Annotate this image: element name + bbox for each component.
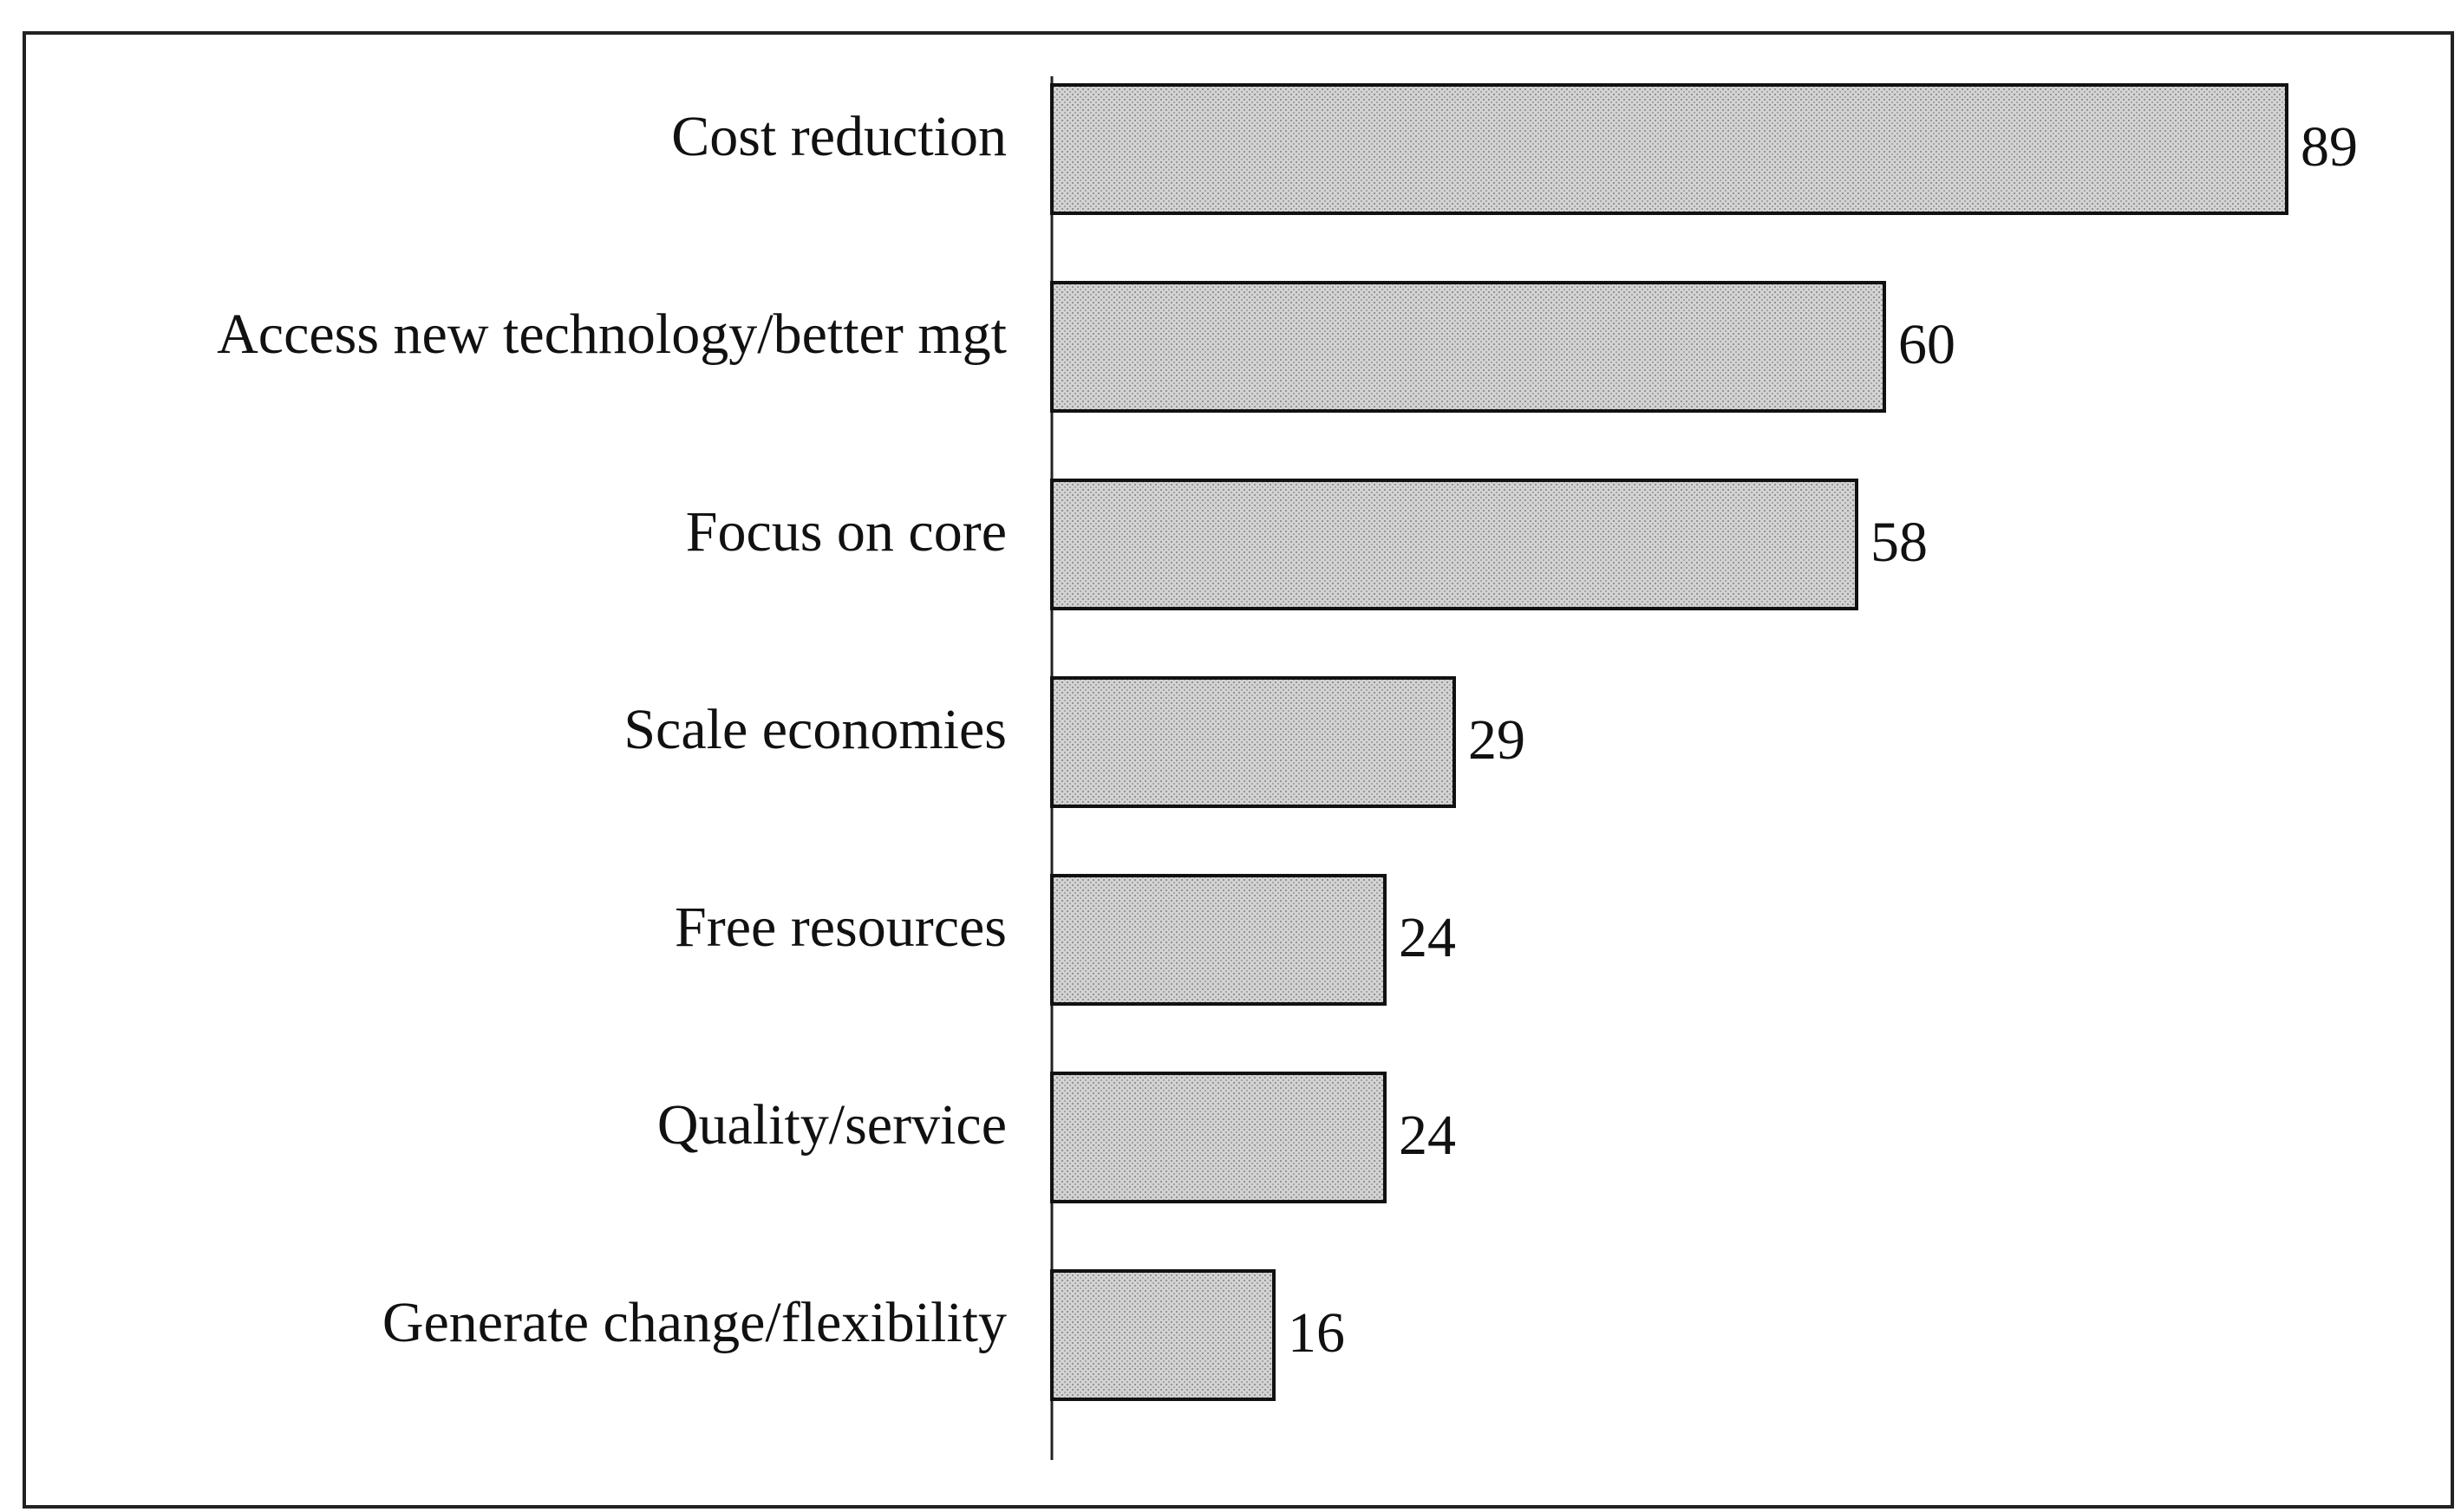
bar <box>1050 83 2288 215</box>
value-label: 24 <box>1399 1104 1456 1167</box>
value-label: 89 <box>2301 115 2358 179</box>
bar <box>1050 1072 1387 1203</box>
bar <box>1050 1269 1276 1401</box>
value-label: 16 <box>1288 1301 1345 1365</box>
value-label: 60 <box>1898 313 1955 376</box>
category-label: Generate change/flexibility <box>382 1291 1007 1354</box>
category-label: Quality/service <box>657 1093 1007 1157</box>
bar <box>1050 281 1886 413</box>
chart-frame <box>23 31 2454 1509</box>
category-label: Scale economies <box>623 698 1007 761</box>
bar <box>1050 676 1456 808</box>
bar <box>1050 479 1858 610</box>
bar <box>1050 874 1387 1006</box>
category-label: Access new technology/better mgt <box>217 303 1007 366</box>
category-label: Cost reduction <box>671 105 1007 168</box>
category-label: Focus on core <box>686 500 1007 564</box>
category-label: Free resources <box>675 896 1007 959</box>
value-label: 24 <box>1399 906 1456 969</box>
value-label: 29 <box>1468 708 1525 772</box>
value-label: 58 <box>1870 511 1928 574</box>
